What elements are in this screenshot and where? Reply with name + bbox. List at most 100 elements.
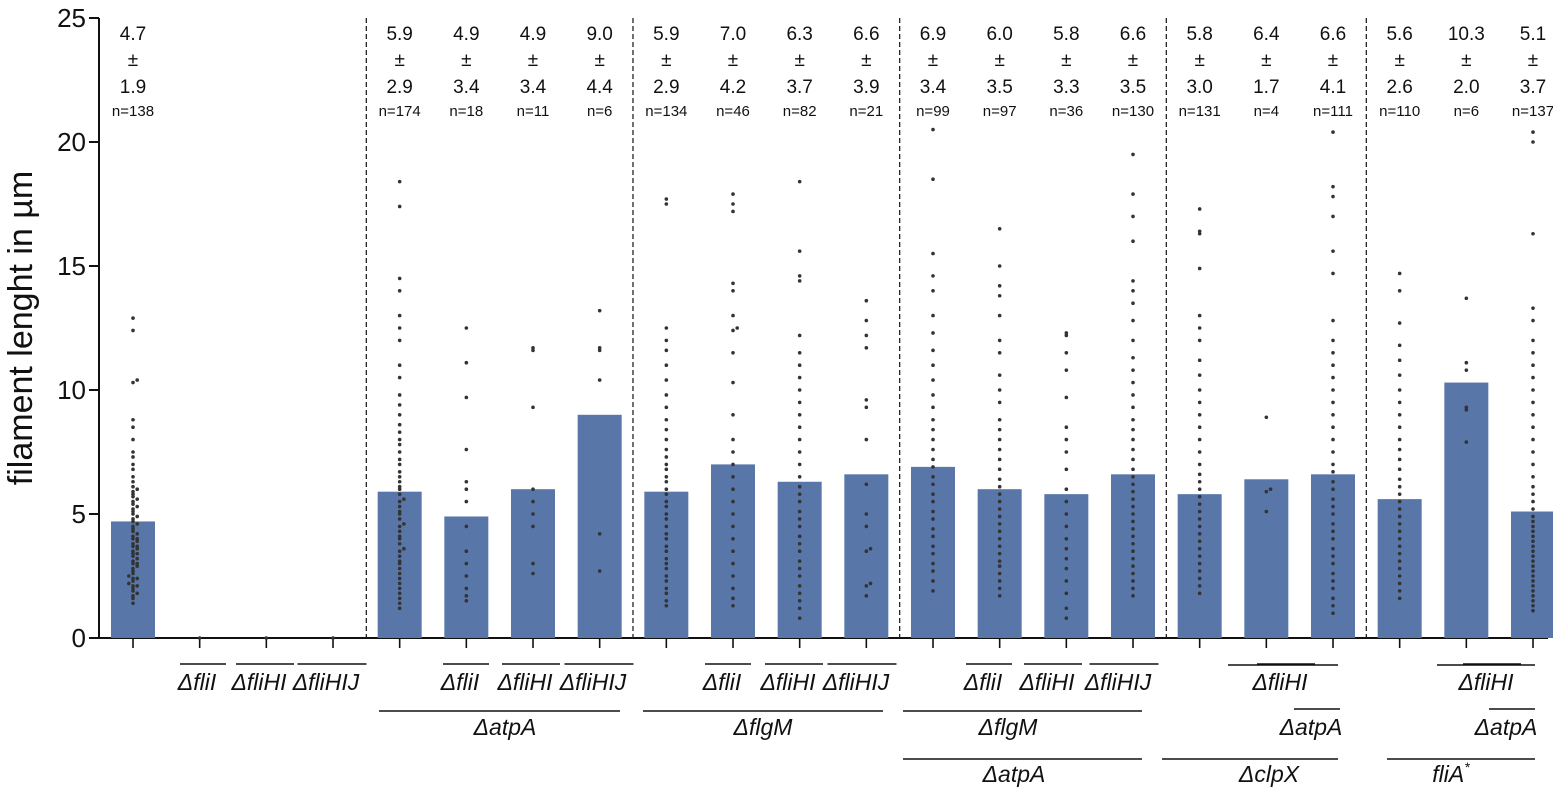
- data-point: [531, 346, 535, 350]
- data-point: [397, 504, 402, 509]
- data-point: [1397, 447, 1402, 452]
- n-label: n=130: [1112, 103, 1154, 120]
- data-point: [797, 462, 802, 467]
- data-point: [1331, 522, 1335, 526]
- data-point: [131, 328, 135, 333]
- data-point: [1397, 537, 1402, 541]
- data-point: [1197, 569, 1202, 573]
- data-point: [1131, 368, 1135, 372]
- data-point: [397, 442, 402, 447]
- data-point: [664, 549, 669, 553]
- data-point: [997, 227, 1002, 231]
- data-point: [397, 289, 402, 293]
- data-point: [1197, 502, 1202, 506]
- data-point: [664, 603, 669, 608]
- data-point: [1397, 499, 1402, 504]
- data-point: [131, 479, 135, 484]
- data-point: [664, 467, 669, 472]
- data-point: [1197, 509, 1202, 514]
- bar: [1177, 494, 1222, 638]
- data-point: [664, 462, 669, 467]
- data-point: [464, 599, 469, 603]
- bar: [1444, 382, 1489, 638]
- data-point: [1131, 571, 1135, 576]
- data-point: [997, 293, 1002, 298]
- data-point: [1464, 360, 1469, 365]
- data-point: [997, 594, 1002, 598]
- data-point: [1531, 608, 1535, 613]
- data-point: [1397, 559, 1402, 563]
- data-point: [1197, 584, 1202, 588]
- data-point: [1197, 494, 1202, 499]
- data-point: [1331, 351, 1335, 355]
- data-point: [397, 276, 402, 281]
- data-point: [1531, 437, 1535, 442]
- data-point: [797, 179, 802, 184]
- data-point: [1331, 470, 1335, 474]
- data-point: [997, 492, 1002, 496]
- data-point: [1131, 447, 1135, 452]
- data-point: [997, 427, 1002, 432]
- data-point: [131, 484, 135, 489]
- data-point: [1197, 517, 1202, 521]
- data-point: [1064, 425, 1069, 430]
- x-category-label: ΔfliHIJ: [1084, 669, 1152, 695]
- data-point: [1064, 499, 1069, 504]
- mean-label: 10.3: [1448, 24, 1485, 45]
- data-point: [797, 559, 802, 563]
- data-point: [397, 450, 402, 454]
- data-point: [731, 537, 735, 541]
- data-point: [664, 517, 669, 521]
- data-point: [931, 551, 935, 556]
- mean-label: 6.6: [853, 24, 879, 45]
- plus-minus-label: ±: [1394, 50, 1404, 71]
- data-point: [1531, 584, 1535, 588]
- data-point: [997, 338, 1002, 343]
- data-point: [797, 351, 802, 355]
- data-point: [1131, 405, 1135, 410]
- data-point: [397, 586, 402, 591]
- data-point: [1064, 546, 1069, 551]
- data-point: [664, 487, 669, 492]
- data-point: [397, 591, 402, 596]
- data-point: [864, 482, 869, 487]
- data-point: [797, 591, 802, 596]
- data-point: [131, 549, 135, 553]
- data-point: [931, 457, 935, 462]
- data-point: [1397, 544, 1402, 549]
- data-point: [397, 571, 402, 576]
- mean-label: 9.0: [586, 24, 612, 45]
- n-label: n=4: [1254, 103, 1279, 120]
- data-point: [135, 378, 139, 382]
- plus-minus-label: ±: [728, 50, 738, 71]
- data-point: [997, 571, 1002, 576]
- sd-label: 3.5: [986, 77, 1012, 98]
- x-category-label: ΔflgM: [978, 714, 1039, 740]
- y-tick-label: 5: [72, 499, 86, 529]
- data-point: [1197, 561, 1202, 566]
- data-point: [997, 579, 1002, 583]
- data-point: [664, 566, 669, 571]
- data-point: [1131, 586, 1135, 591]
- data-point: [664, 475, 669, 479]
- data-point: [1331, 479, 1335, 484]
- data-point: [1197, 425, 1202, 430]
- data-point: [664, 338, 669, 343]
- n-label: n=6: [1454, 103, 1479, 120]
- data-point: [997, 544, 1002, 549]
- data-point: [1197, 576, 1202, 581]
- data-point: [1064, 591, 1069, 596]
- data-point: [731, 512, 735, 516]
- y-axis-label: filament lenght in µm: [2, 171, 40, 485]
- data-point: [1064, 351, 1069, 355]
- data-point: [135, 537, 139, 541]
- data-point: [1131, 457, 1135, 462]
- data-point: [864, 549, 869, 553]
- x-category-label: ΔfliHI: [496, 669, 553, 695]
- data-point: [1531, 231, 1535, 236]
- data-point: [931, 127, 935, 132]
- data-point: [731, 380, 735, 385]
- data-point: [397, 581, 402, 586]
- data-point: [131, 537, 135, 541]
